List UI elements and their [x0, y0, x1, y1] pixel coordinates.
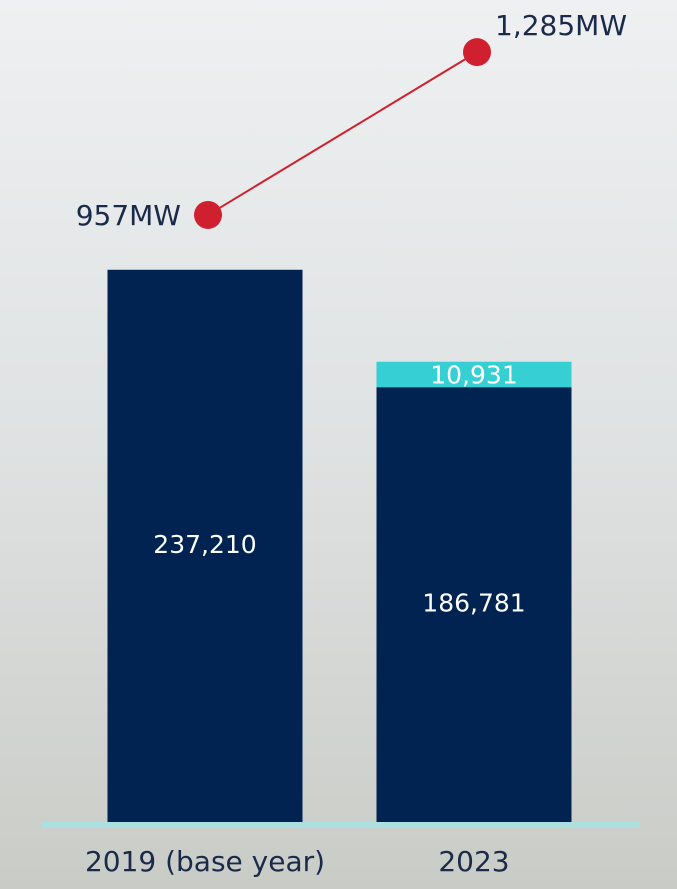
line — [207, 51, 478, 216]
bar — [376, 387, 572, 822]
data-label: 1,285MW — [495, 9, 627, 42]
data-label: 237,210 — [153, 530, 256, 559]
x-tick-label: 2023 — [438, 845, 509, 878]
data-label: 957MW — [76, 199, 181, 232]
bar — [107, 269, 303, 822]
bar — [376, 361, 572, 388]
point — [463, 38, 491, 67]
point — [194, 200, 222, 229]
data-label: 10,931 — [430, 360, 517, 389]
data-label: 186,781 — [422, 589, 525, 618]
x-tick-label: 2019 (base year) — [85, 845, 325, 878]
